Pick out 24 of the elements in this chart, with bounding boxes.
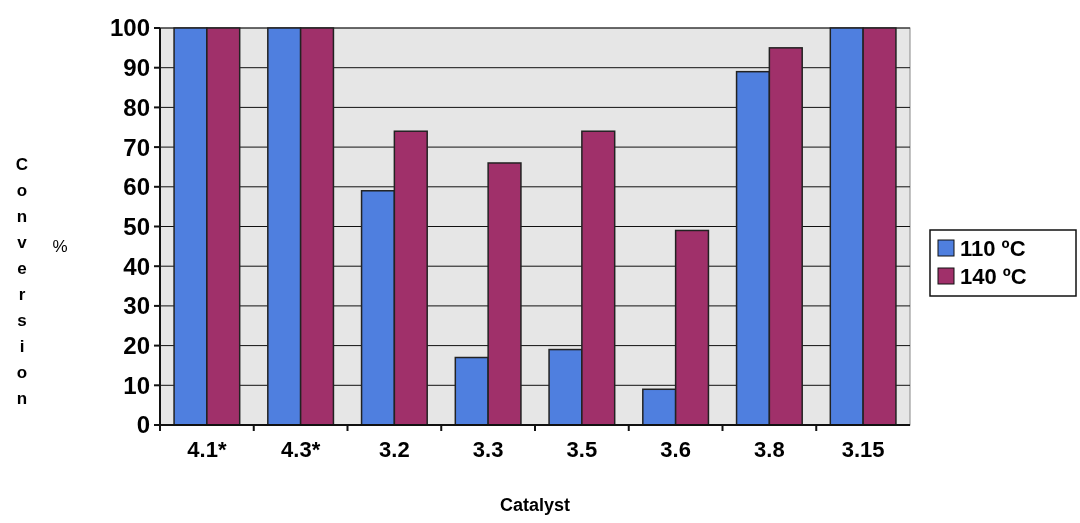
y-tick-label: 60 — [123, 173, 150, 201]
y-tick-label: 30 — [123, 292, 150, 320]
y-tick-label: 40 — [123, 252, 150, 280]
x-tick-label: 3.8 — [754, 437, 785, 462]
legend-label: 140 ºC — [960, 263, 1027, 289]
text: Conversion — [15, 155, 29, 408]
y-tick-label: 0 — [136, 411, 150, 439]
x-tick-label: 4.3* — [281, 437, 321, 462]
x-tick-label: 3.3 — [472, 437, 504, 462]
y-tick-label: 90 — [123, 54, 150, 82]
legend-label: 110 ºC — [960, 235, 1026, 261]
y-tick-label: 70 — [123, 133, 150, 161]
x-tick-label: 3.15 — [841, 437, 885, 462]
x-tick-label: 3.6 — [660, 437, 691, 462]
y-tick-label: 20 — [123, 332, 150, 359]
y-tick-label: 50 — [123, 212, 150, 240]
y-tick-label: 80 — [123, 93, 150, 121]
x-tick-label: 3.2 — [379, 437, 410, 462]
x-tick-label: 3.5 — [566, 437, 598, 462]
x-tick-label: 4.1* — [187, 437, 227, 462]
y-tick-label: 100 — [109, 14, 150, 42]
x-axis-title: Catalyst — [499, 495, 571, 515]
y-tick-label: 10 — [123, 371, 150, 399]
text: % — [52, 237, 68, 256]
